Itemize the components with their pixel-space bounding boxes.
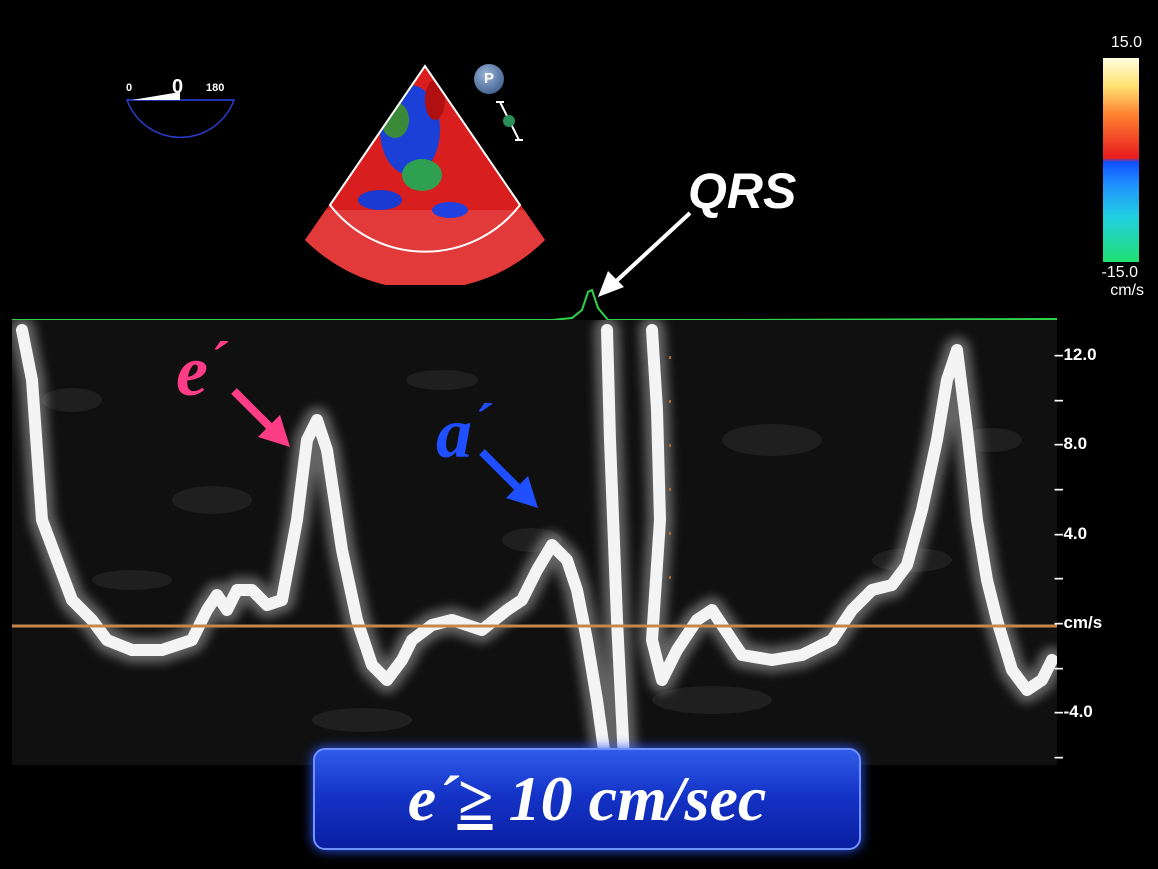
probe-angle-indicator: 0 0 180 <box>120 76 240 168</box>
e-prime-label: e´ <box>176 331 227 411</box>
criteria-text: e´≥ 10 cm/sec <box>407 763 767 834</box>
qrs-arrow-icon <box>598 211 692 297</box>
criteria-banner: e´≥ 10 cm/sec <box>313 748 861 850</box>
color-doppler-sector-image <box>305 64 545 285</box>
velocity-axis: –12.0 – –8.0 – –4.0 – –cm/s – –-4.0 – <box>1054 345 1103 766</box>
sample-gate-icon[interactable] <box>494 100 526 144</box>
angle-max-label: 180 <box>206 82 225 94</box>
axis-tick-8: –8.0 <box>1054 434 1088 453</box>
axis-tick-zero: –cm/s <box>1054 613 1103 632</box>
a-prime-label: a´ <box>436 393 491 473</box>
tissue-doppler-spectrum <box>12 320 1057 765</box>
angle-value: 0 <box>172 76 184 98</box>
angle-min-label: 0 <box>126 82 133 94</box>
angle-semicircle-icon <box>125 92 236 139</box>
qrs-annotation: QRS <box>688 163 797 219</box>
p-button[interactable]: P <box>474 64 504 94</box>
colorbar-max-label: 15.0 <box>1110 34 1142 51</box>
axis-tick-minus4: –-4.0 <box>1054 702 1093 721</box>
e-prime-arrow-icon <box>231 388 290 447</box>
a-prime-arrow-icon <box>479 449 538 508</box>
velocity-colorbar <box>1103 58 1139 262</box>
axis-tick-4: –4.0 <box>1054 524 1088 543</box>
colorbar-unit-label: cm/s <box>1110 282 1144 299</box>
colorbar-min-label: -15.0 <box>1101 264 1138 281</box>
axis-tick-12: –12.0 <box>1054 345 1097 364</box>
